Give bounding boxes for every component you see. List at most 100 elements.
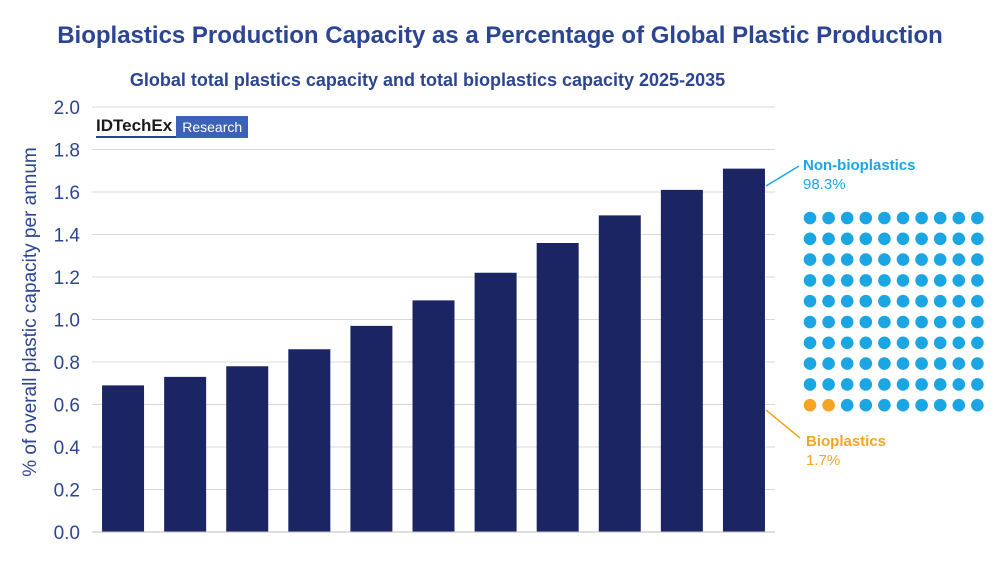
non-bioplastics-dot [840, 294, 854, 308]
non-bioplastics-label: Non-bioplastics [803, 157, 916, 174]
non-bioplastics-dot [859, 357, 873, 370]
logo-text: IDTechEx [96, 116, 177, 138]
non-bioplastics-dot [878, 232, 891, 246]
non-bioplastics-dot [915, 378, 928, 391]
non-bioplastics-dot [803, 274, 817, 287]
non-bioplastics-dot [952, 211, 966, 225]
y-tick-label: 1.6 [54, 183, 80, 204]
bioplastics-label: Bioplastics [806, 433, 887, 450]
non-bioplastics-dot [933, 274, 947, 287]
non-bioplastics-dot [878, 315, 891, 329]
non-bioplastics-dot [896, 274, 910, 287]
non-bioplastics-dot [971, 378, 984, 391]
y-tick-label: 1.4 [54, 226, 81, 247]
non-bioplastics-dot [878, 274, 891, 287]
y-tick-label: 0.8 [54, 353, 80, 374]
chart-title: Bioplastics Production Capacity as a Per… [57, 22, 943, 49]
non-bioplastics-dot [952, 378, 966, 391]
non-bioplastics-dot [915, 294, 928, 308]
non-bioplastics-dot [915, 253, 928, 266]
non-bioplastics-dot [840, 253, 854, 266]
non-bioplastics-dot [859, 378, 873, 391]
y-tick-label: 0.0 [54, 523, 80, 544]
bioplastics-dot [822, 398, 835, 412]
non-bioplastics-dot [971, 211, 984, 225]
non-bioplastics-dot [859, 211, 873, 225]
non-bioplastics-dot [952, 274, 966, 287]
non-bioplastics-dot [859, 232, 873, 246]
y-axis-ticks: 0.0 0.2 0.4 0.6 0.8 1.0 1.2 1.4 1.6 1.8 2.0 [54, 98, 81, 544]
bars [102, 168, 765, 532]
non-bioplastics-dot [840, 357, 854, 370]
non-bioplastics-dot [933, 253, 947, 266]
non-bioplastics-dot [822, 378, 835, 391]
y-tick-label: 1.2 [54, 268, 80, 289]
bar-2033 [598, 215, 641, 532]
bar-2028 [288, 349, 331, 532]
non-bioplastics-dot [822, 315, 835, 329]
non-bioplastics-dot [952, 357, 966, 370]
non-bioplastics-dot [840, 378, 854, 391]
non-bioplastics-dot [952, 253, 966, 266]
non-bioplastics-dot [859, 253, 873, 266]
non-bioplastics-dot [896, 378, 910, 391]
non-bioplastics-dot [971, 315, 984, 329]
non-bioplastics-dot [878, 294, 891, 308]
non-bioplastics-dot [971, 253, 984, 266]
non-bioplastics-dot [803, 378, 817, 391]
non-bioplastics-dot [878, 253, 891, 266]
non-bioplastics-dot [896, 232, 910, 246]
non-bioplastics-dot [822, 336, 835, 350]
non-bioplastics-dot [915, 357, 928, 370]
non-bioplastics-dot [840, 211, 854, 225]
non-bioplastics-dot [952, 398, 966, 412]
non-bioplastics-dot [822, 232, 835, 246]
non-bioplastics-dot [933, 232, 947, 246]
y-tick-label: 1.0 [54, 311, 80, 332]
non-bioplastics-dot [933, 398, 947, 412]
non-bioplastics-dot [952, 336, 966, 350]
non-bioplastics-dot [915, 274, 928, 287]
non-bioplastics-dot [878, 357, 891, 370]
non-bioplastics-dot [803, 294, 817, 308]
non-bioplastics-dot [971, 232, 984, 246]
non-bioplastics-dot [952, 294, 966, 308]
non-bioplastics-dot [822, 253, 835, 266]
non-bioplastics-dot [840, 274, 854, 287]
non-bioplastics-dot [915, 398, 928, 412]
y-tick-label: 0.4 [54, 438, 81, 459]
non-bioplastics-dot [803, 232, 817, 246]
non-bioplastics-dot [933, 336, 947, 350]
non-bioplastics-dot [933, 315, 947, 329]
non-bioplastics-dot [840, 398, 854, 412]
non-bioplastics-dot [878, 336, 891, 350]
non-bioplastics-dot [803, 315, 817, 329]
non-bioplastics-dot [803, 336, 817, 350]
non-bioplastics-dot [859, 336, 873, 350]
y-tick-label: 0.6 [54, 396, 80, 417]
bar-2034 [660, 189, 703, 532]
bar-2026 [164, 376, 207, 532]
chart-subtitle: Global total plastics capacity and total… [129, 70, 726, 90]
non-bioplastics-dot [915, 336, 928, 350]
idtechex-logo: IDTechEx Research [96, 116, 249, 138]
non-bioplastics-value: 98.3% [803, 176, 846, 193]
non-bioplastics-dot [822, 357, 835, 370]
bar-2030 [412, 300, 455, 532]
logo-research-badge: Research [176, 116, 249, 138]
non-bioplastics-dot [840, 336, 854, 350]
non-bioplastics-dot [971, 336, 984, 350]
non-bioplastics-dot [878, 378, 891, 391]
non-bioplastics-dot [840, 232, 854, 246]
non-bioplastics-dot [915, 211, 928, 225]
bioplastics-value: 1.7% [806, 452, 841, 469]
non-bioplastics-dot [822, 294, 835, 308]
bar-2031 [474, 272, 517, 532]
y-tick-label: 0.2 [54, 481, 80, 502]
non-bioplastics-dot [896, 294, 910, 308]
y-tick-label: 2.0 [54, 98, 80, 119]
non-bioplastics-dot [971, 357, 984, 370]
bioplastics-annotation: Bioplastics 1.7% [806, 432, 886, 470]
bar-2032 [536, 243, 579, 532]
non-bioplastics-dot [933, 378, 947, 391]
